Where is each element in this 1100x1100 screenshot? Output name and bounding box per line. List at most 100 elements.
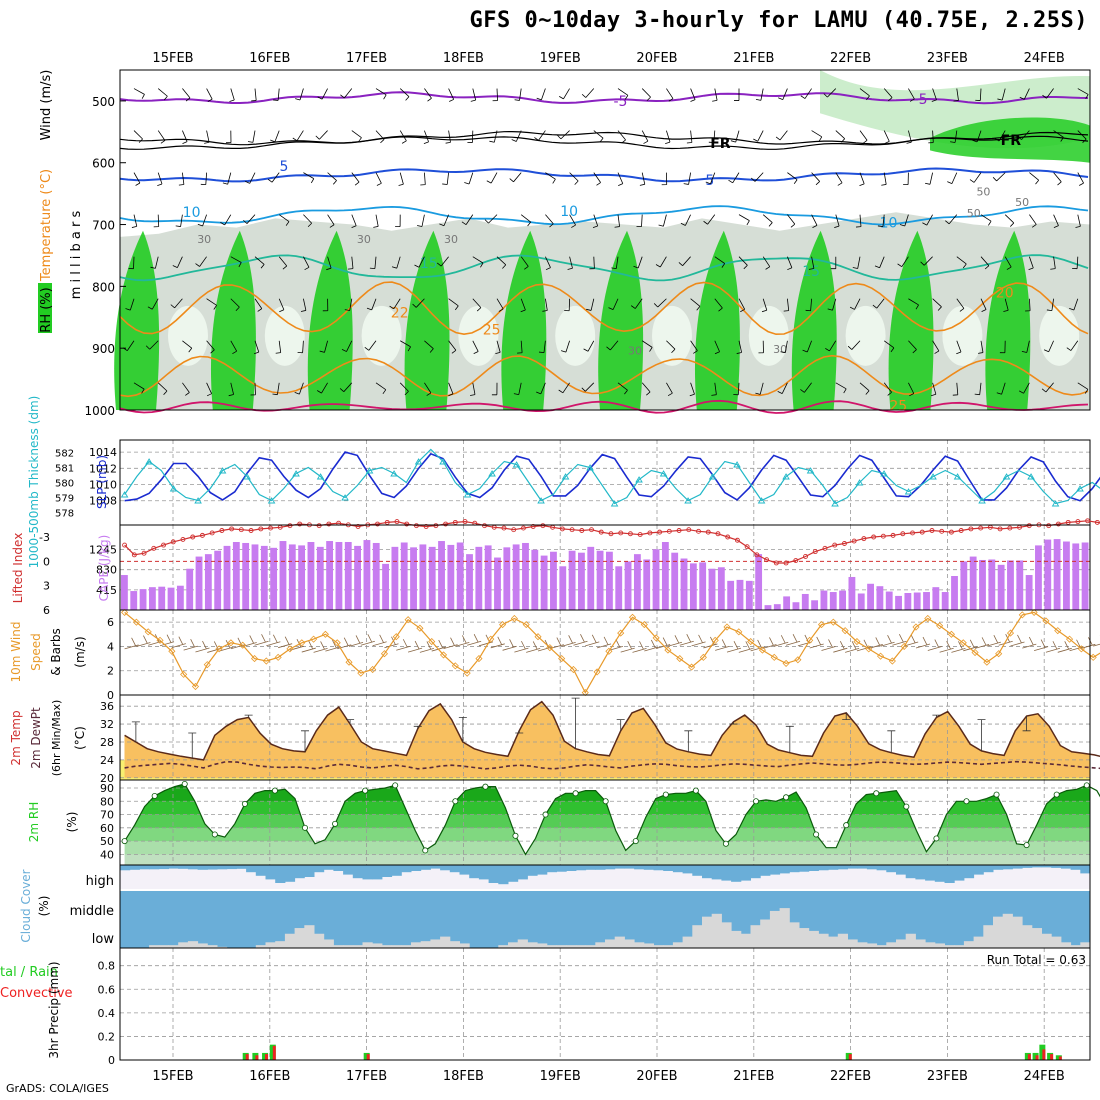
wind-marker-39 (581, 689, 589, 697)
wind-barb-32-3 (899, 214, 909, 227)
wind10m-barb-40 (596, 636, 612, 649)
cape-bar-76 (829, 592, 837, 610)
wind-marker-40 (593, 668, 601, 676)
wind-barb-37-5 (1025, 298, 1031, 312)
profile-y-tick-600: 600 (92, 157, 115, 171)
profile-y-tick-800: 800 (92, 280, 115, 294)
rh-marker-42 (542, 811, 549, 818)
wind-barb-4-7 (228, 382, 234, 397)
wind-marker-4 (168, 647, 176, 655)
li-marker-12 (238, 527, 244, 533)
li-marker-96 (1055, 521, 1061, 527)
wind-barb-7-0 (295, 88, 304, 101)
cape-bar-95 (1007, 560, 1014, 610)
wind-barb-32-1 (906, 130, 912, 144)
li-marker-11 (229, 526, 235, 532)
wind10m-barb-65 (892, 634, 907, 646)
cloud-high-bar-41 (517, 865, 528, 880)
wind-barb-35-3 (980, 214, 992, 226)
wind-marker-82 (1089, 653, 1097, 661)
wind-barb-27-1 (775, 130, 788, 141)
wind-marker-61 (841, 627, 849, 635)
profile-y-tick-700: 700 (92, 219, 115, 233)
thk-marker-72 (1002, 473, 1011, 480)
bottom-x-tick-21FEB: 21FEB (733, 1069, 774, 1084)
cloud-high-bar-86 (954, 865, 965, 881)
rh-marker-87 (993, 791, 1000, 798)
wind-barb-26-4 (762, 256, 771, 270)
wind10m-barb-69 (939, 641, 954, 653)
wind10m-barb-29 (467, 634, 482, 646)
cape-bar-96 (1016, 560, 1024, 610)
cape-bar-57 (652, 549, 660, 610)
cloud-low-bar-10 (217, 946, 228, 948)
wind-barb-37-6 (1021, 340, 1030, 353)
li-marker-75 (851, 538, 857, 544)
wind-barb-5-5 (254, 298, 263, 312)
li-marker-65 (754, 552, 760, 558)
wind-marker-34 (522, 621, 530, 629)
wind10m-barb-62 (856, 639, 872, 652)
cape-bar-99 (1044, 539, 1052, 610)
cloud-high-bar-14 (255, 865, 266, 876)
wind-barb-0-5 (125, 298, 135, 311)
wind-barb-1-0 (157, 88, 168, 101)
li-marker-84 (939, 528, 945, 534)
wind10m-barb-76 (1022, 636, 1037, 649)
wind-barb-15-0 (492, 88, 498, 102)
wind-barb-11-0 (399, 88, 410, 101)
cape-bar-54 (624, 561, 632, 610)
freezing-line-b (119, 135, 1089, 150)
wind-barb-16-6 (517, 340, 523, 354)
wind10m-barb-3 (159, 634, 175, 647)
wind-barb-1-3 (153, 214, 160, 228)
cloud-low-bar-88 (973, 936, 984, 948)
wind-marker-43 (628, 613, 637, 621)
isotherm-25 (119, 354, 1089, 398)
wind-barb-19-4 (589, 256, 595, 270)
thk-marker-4 (169, 485, 178, 492)
li-marker-77 (871, 534, 877, 540)
li-marker-49 (598, 529, 604, 535)
cloud-low-bar-50 (605, 939, 616, 948)
wind-marker-5 (180, 670, 188, 678)
wind-barb-4-3 (220, 214, 232, 226)
cape-bar-67 (745, 580, 753, 610)
wind-barb-20-5 (608, 298, 619, 310)
wind-marker-38 (569, 665, 578, 674)
li-marker-31 (423, 524, 429, 529)
cape-ylabel-left: Lifted Index (11, 533, 25, 604)
cloud-low-bar-57 (672, 942, 684, 948)
cloud-low-bar-92 (1012, 916, 1023, 948)
wind-marker-46 (664, 646, 672, 654)
slp-tick-1010: 1010 (89, 479, 117, 492)
wind-barb-10-7 (375, 382, 387, 395)
thk-marker-58 (831, 500, 839, 507)
cape-bar-73 (801, 593, 809, 610)
cloud-low-bar-47 (575, 945, 587, 948)
li-marker-70 (803, 554, 808, 559)
wind-barb-27-0 (778, 88, 788, 101)
rh-marker-15 (271, 787, 278, 794)
cloud-level-low: low (92, 932, 115, 947)
cloud-low-bar-67 (769, 910, 781, 948)
wind-marker-77 (1030, 608, 1038, 616)
contour-label-21: 50 (976, 186, 990, 199)
wind-barb-39-3 (1075, 214, 1081, 228)
wind-marker-60 (829, 618, 837, 626)
cloud-low-bar-41 (517, 939, 528, 948)
bottom-x-tick-16FEB: 16FEB (249, 1069, 290, 1084)
wind-barb-7-4 (303, 256, 310, 271)
thickness-line (124, 448, 1100, 505)
li-marker-97 (1065, 519, 1071, 525)
temp-tick-24: 24 (100, 754, 114, 767)
temp-ylabel-4: (°C) (73, 726, 87, 750)
cloud-low-bar-61 (711, 913, 722, 948)
wind-barb-29-1 (835, 130, 845, 143)
wind-barb-5-4 (254, 256, 265, 269)
temp-maxmark-6 (458, 716, 467, 742)
slp-tick-1014: 1014 (89, 446, 117, 459)
cape-bar-23 (335, 542, 343, 610)
cape-bar-89 (951, 576, 958, 610)
wind-barb-31-7 (883, 382, 892, 396)
